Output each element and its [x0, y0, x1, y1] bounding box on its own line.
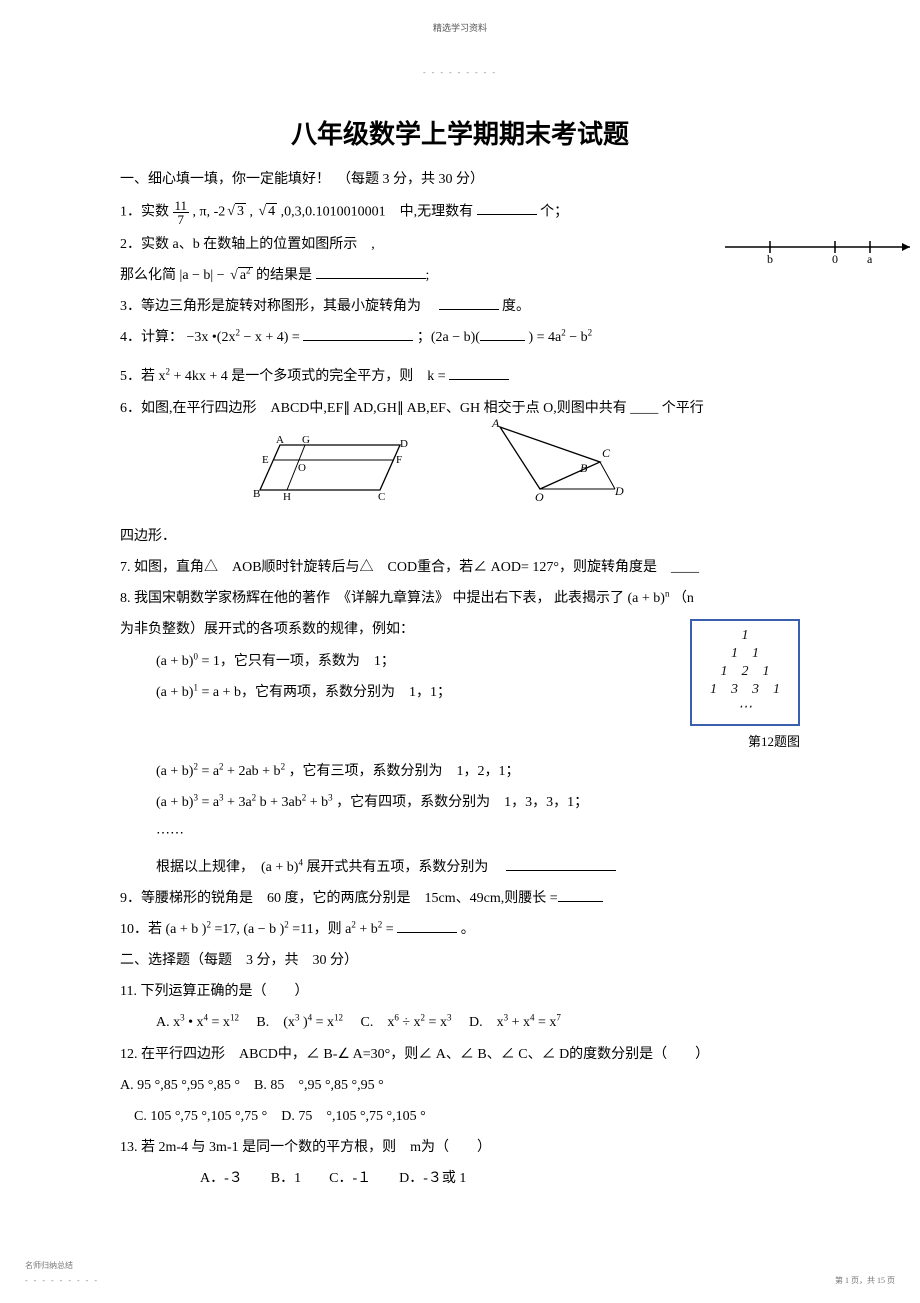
- blank: [303, 327, 413, 341]
- abs-expr: a − b: [180, 268, 214, 283]
- q10: 10．若 (a + b )2 =17, (a − b )2 =11，则 a2 +…: [120, 917, 800, 942]
- q8b: 为非负整数）展开式的各项系数的规律，例如：: [120, 617, 800, 642]
- section1-heading: 一、细心填一填，你一定能填好！ （每题 3 分，共 30 分）: [120, 167, 800, 192]
- q5: 5．若 x2 + 4kx + 4 是一个多项式的完全平方，则 k =: [120, 364, 800, 389]
- blank: [506, 857, 616, 871]
- exp3: (a + b)3 = a3 + 3a2 b + 3ab2 + b3 ，它有四项，…: [120, 790, 800, 815]
- q1-mid1: , π, -2: [193, 204, 226, 219]
- q1-mid2: ,: [249, 204, 256, 219]
- sqrt4-icon: 4: [256, 199, 277, 224]
- blank: [477, 201, 537, 215]
- exp1: (a + b)1 = a + b，它有两项，系数分别为 1，1；: [120, 680, 800, 705]
- svg-text:C: C: [602, 446, 611, 460]
- svg-text:O: O: [535, 490, 544, 502]
- sqrt-a2-icon: a2: [228, 263, 252, 288]
- q11: 11. 下列运算正确的是（ ）: [120, 979, 800, 1004]
- footer-right: 第 1 页，共 15 页: [835, 1274, 895, 1288]
- q1-end: 个；: [540, 204, 568, 219]
- q2b-end: 的结果是: [256, 268, 316, 283]
- q1: 1．实数 117 , π, -23 , 4 ,0,3,0.1010010001 …: [120, 199, 800, 226]
- q13-options: A．-３ B．1 C．-１ D．-３或 1: [120, 1166, 800, 1191]
- q8: 8. 我国宋朝数学家杨辉在他的著作 《详解九章算法》 中提出右下表， 此表揭示了…: [120, 586, 800, 611]
- svg-text:D: D: [400, 438, 408, 450]
- svg-text:C: C: [378, 491, 385, 503]
- exp-rule: 根据以上规律， (a + b)4 展开式共有五项，系数分别为: [120, 855, 800, 880]
- svg-text:G: G: [302, 435, 310, 446]
- q13: 13. 若 2m-4 与 3m-1 是同一个数的平方根，则 m为（ ）: [120, 1135, 800, 1160]
- q4: 4．计算： −3x •(2x2 − x + 4) = ；(2a − b)( ) …: [120, 325, 800, 350]
- q2b-pre: 那么化简: [120, 268, 180, 283]
- triangle-rot-icon: A C B O D: [480, 417, 630, 502]
- q9: 9．等腰梯形的锐角是 60 度，它的两底分别是 15cm、49cm,则腰长 =: [120, 886, 800, 911]
- svg-text:D: D: [614, 484, 624, 498]
- blank: [449, 366, 509, 380]
- q12-ab: A. 95 °,85 °,95 °,85 ° B. 85 °,95 °,85 °…: [120, 1073, 800, 1098]
- q2: 2．实数 a、b 在数轴上的位置如图所示 ,: [120, 232, 800, 257]
- svg-text:F: F: [396, 454, 402, 466]
- svg-text:B: B: [253, 488, 260, 500]
- q12-cd: C. 105 °,75 °,105 °,75 ° D. 75 °,105 °,7…: [120, 1104, 800, 1129]
- svg-text:E: E: [262, 454, 269, 466]
- q6b: 四边形．: [120, 524, 800, 549]
- q2b-mid: −: [217, 268, 228, 283]
- q1-mid3: ,0,3,0.1010010001 中,无理数有: [281, 204, 477, 219]
- svg-text:H: H: [283, 491, 291, 503]
- blank: [397, 919, 457, 933]
- q1-frac: 117: [173, 199, 190, 226]
- sqrt3-icon: 3: [225, 199, 246, 224]
- q12: 12. 在平行四边形 ABCD中，∠ B-∠ A=30°，则∠ A、∠ B、∠ …: [120, 1042, 800, 1067]
- svg-text:B: B: [580, 461, 588, 475]
- page-title: 八年级数学上学期期末考试题: [120, 111, 800, 158]
- exp0: (a + b)0 = 1，它只有一项，系数为 1；: [120, 649, 800, 674]
- pascal-caption: 第12题图: [748, 730, 800, 753]
- q1-pre: 1．实数: [120, 204, 173, 219]
- svg-text:O: O: [298, 462, 306, 474]
- header-dots: - - - - - - - - -: [120, 66, 800, 80]
- parallelogram-figure: A G D E O F B H C: [250, 435, 420, 514]
- q6: 6．如图,在平行四边形 ABCD中,EF∥ AD,GH∥ AB,EF、GH 相交…: [120, 396, 800, 421]
- blank: [558, 888, 603, 902]
- q3: 3．等边三角形是旋转对称图形，其最小旋转角为 度。: [120, 294, 800, 319]
- q2b: 那么化简 a − b − a2 的结果是 ;: [120, 263, 800, 288]
- blank: [316, 265, 426, 279]
- q2b-semic: ;: [426, 268, 430, 283]
- number-line-icon: b 0 a: [720, 235, 920, 265]
- exp2: (a + b)2 = a2 + 2ab + b2 ，它有三项，系数分别为 1，2…: [120, 759, 800, 784]
- footer-left: 名师归纳总结 - - - - - - - - -: [25, 1259, 99, 1288]
- triangle-figure: A C B O D: [480, 417, 630, 511]
- q11-options: A. x3 • x4 = x12 B. (x3 )4 = x12 C. x6 ÷…: [120, 1010, 800, 1035]
- svg-text:A: A: [276, 435, 284, 446]
- blank: [480, 327, 525, 341]
- page-header-text: 精选学习资料: [120, 20, 800, 36]
- parallelogram-icon: A G D E O F B H C: [250, 435, 420, 505]
- q7: 7. 如图，直角△ AOB顺时针旋转后与△ COD重合，若∠ AOD= 127°…: [120, 555, 800, 580]
- svg-text:a: a: [867, 252, 873, 265]
- blank: [439, 296, 499, 310]
- section2-heading: 二、选择题（每题 3 分，共 30 分）: [120, 948, 800, 973]
- svg-text:0: 0: [832, 252, 838, 265]
- exp-dots: ⋯⋯: [120, 821, 800, 846]
